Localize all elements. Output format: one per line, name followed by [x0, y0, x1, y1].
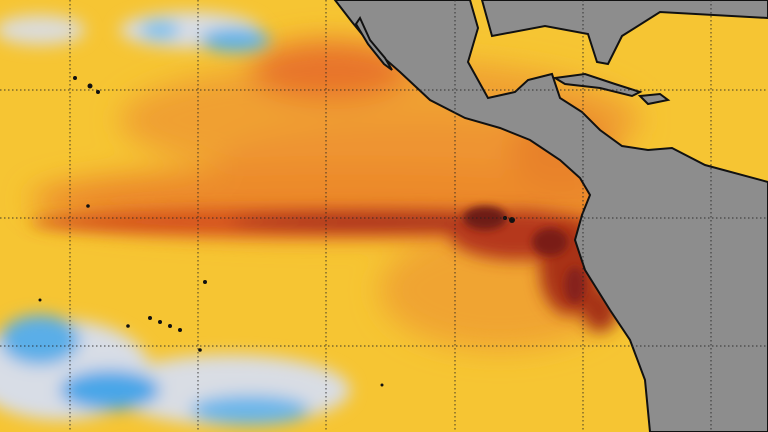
baja-california — [354, 15, 393, 71]
hispaniola — [637, 92, 671, 106]
north-america — [333, 0, 768, 432]
cuba — [552, 72, 643, 98]
united-states — [480, 0, 768, 66]
land — [333, 0, 768, 432]
warm-areas — [30, 40, 670, 350]
cool-areas — [0, 12, 350, 425]
